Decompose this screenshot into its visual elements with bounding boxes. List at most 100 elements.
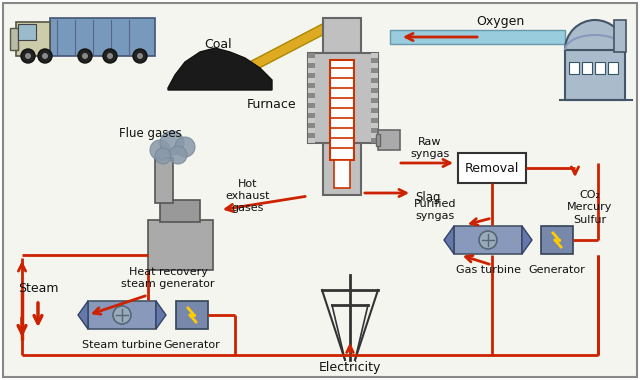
Bar xyxy=(569,62,579,74)
Bar xyxy=(371,133,378,138)
Bar xyxy=(458,153,526,183)
Bar xyxy=(308,133,315,138)
Bar xyxy=(371,103,378,108)
Bar xyxy=(371,98,378,103)
Bar xyxy=(454,226,522,254)
Text: Heat recovery
steam generator: Heat recovery steam generator xyxy=(121,267,215,289)
Polygon shape xyxy=(522,226,532,254)
Bar xyxy=(371,118,378,123)
Bar xyxy=(371,53,378,58)
Polygon shape xyxy=(215,20,336,88)
Bar xyxy=(10,28,18,50)
Bar xyxy=(16,22,50,56)
Bar xyxy=(371,93,378,98)
Bar xyxy=(88,301,156,329)
Bar xyxy=(371,63,378,68)
Polygon shape xyxy=(168,48,272,90)
Text: Oxygen: Oxygen xyxy=(476,16,524,28)
Text: Generator: Generator xyxy=(164,340,220,350)
Circle shape xyxy=(103,49,117,63)
Polygon shape xyxy=(78,301,88,329)
Bar xyxy=(308,123,315,128)
Circle shape xyxy=(38,49,52,63)
Bar xyxy=(608,62,618,74)
Circle shape xyxy=(107,53,113,59)
Circle shape xyxy=(42,53,48,59)
Bar xyxy=(308,118,315,123)
Bar xyxy=(371,108,378,113)
Text: Coal: Coal xyxy=(204,38,232,51)
Bar xyxy=(308,73,315,78)
Bar xyxy=(582,62,592,74)
Text: CO₂
Mercury
Sulfur: CO₂ Mercury Sulfur xyxy=(567,190,612,225)
Bar xyxy=(308,93,315,98)
Bar xyxy=(376,134,380,146)
Bar xyxy=(371,138,378,143)
Circle shape xyxy=(133,49,147,63)
Bar xyxy=(330,60,354,160)
Text: Raw
syngas: Raw syngas xyxy=(410,137,450,159)
Bar xyxy=(614,20,626,52)
Text: Gas turbine: Gas turbine xyxy=(456,265,520,275)
Text: Furnace: Furnace xyxy=(246,98,296,111)
Text: Steam turbine: Steam turbine xyxy=(82,340,162,350)
Bar xyxy=(390,30,565,44)
Bar xyxy=(371,113,378,118)
Circle shape xyxy=(479,231,497,249)
Text: Flue gases: Flue gases xyxy=(118,127,181,139)
Bar xyxy=(371,58,378,63)
Polygon shape xyxy=(156,301,166,329)
Bar xyxy=(371,68,378,73)
Bar xyxy=(308,83,315,88)
Bar xyxy=(371,73,378,78)
Bar xyxy=(308,53,378,143)
Bar xyxy=(160,200,200,222)
Bar xyxy=(176,301,208,329)
Bar xyxy=(323,143,361,195)
Bar xyxy=(541,226,573,254)
Circle shape xyxy=(155,148,171,164)
Bar xyxy=(308,78,315,83)
Circle shape xyxy=(113,306,131,324)
Bar xyxy=(308,53,315,58)
Bar xyxy=(371,123,378,128)
Bar xyxy=(595,62,605,74)
Bar xyxy=(371,128,378,133)
Bar xyxy=(308,128,315,133)
Bar xyxy=(371,83,378,88)
Bar xyxy=(565,50,625,100)
Circle shape xyxy=(175,137,195,157)
Bar xyxy=(378,130,400,150)
Bar xyxy=(323,18,361,53)
Bar xyxy=(50,18,155,56)
Text: Removal: Removal xyxy=(465,162,519,174)
Text: Generator: Generator xyxy=(529,265,586,275)
Bar xyxy=(308,103,315,108)
Circle shape xyxy=(21,49,35,63)
Bar xyxy=(308,63,315,68)
Circle shape xyxy=(150,140,170,160)
Circle shape xyxy=(169,146,187,164)
Circle shape xyxy=(25,53,31,59)
Circle shape xyxy=(137,53,143,59)
Wedge shape xyxy=(565,20,625,50)
Text: Electricity: Electricity xyxy=(319,361,381,375)
Bar xyxy=(308,98,315,103)
Bar xyxy=(308,113,315,118)
Circle shape xyxy=(78,49,92,63)
Circle shape xyxy=(82,53,88,59)
Bar xyxy=(18,24,36,40)
Text: Steam: Steam xyxy=(18,282,58,294)
Bar xyxy=(308,108,315,113)
Circle shape xyxy=(160,131,184,155)
Bar xyxy=(371,88,378,93)
Bar xyxy=(371,78,378,83)
Bar xyxy=(308,58,315,63)
Bar xyxy=(308,88,315,93)
Polygon shape xyxy=(444,226,454,254)
Bar xyxy=(308,138,315,143)
Bar xyxy=(155,158,173,203)
Text: Slag: Slag xyxy=(415,192,440,204)
Bar xyxy=(334,160,350,188)
Bar xyxy=(308,68,315,73)
